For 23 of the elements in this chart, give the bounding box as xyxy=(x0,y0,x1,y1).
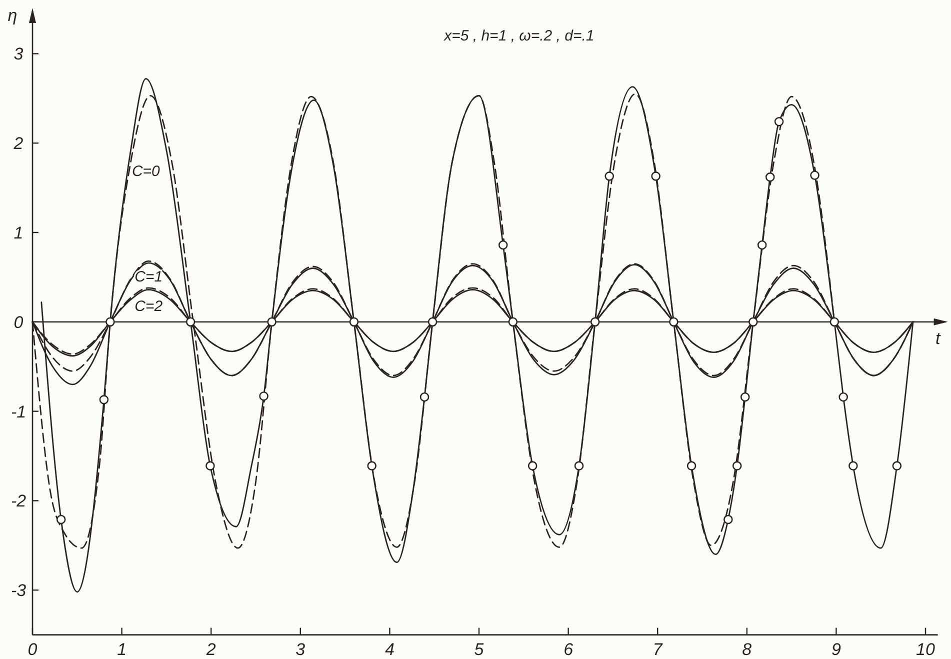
x-tick-label: 4 xyxy=(384,640,394,659)
y-tick-label: -3 xyxy=(10,581,27,600)
x-tick-label: 7 xyxy=(652,640,663,659)
series-label: C=1 xyxy=(134,268,163,286)
x-tick-label: 1 xyxy=(117,640,127,659)
y-tick-label: -1 xyxy=(10,402,26,422)
y-tick-label: 2 xyxy=(12,134,24,154)
y-tick-label: 3 xyxy=(14,44,24,64)
x-tick-label: 6 xyxy=(564,640,574,659)
y-axis-title: η xyxy=(8,6,18,25)
x-tick-label: 10 xyxy=(916,640,936,659)
x-tick-label: 2 xyxy=(205,640,216,659)
series-label: C=2 xyxy=(134,298,164,316)
x-axis-title: t xyxy=(935,328,942,348)
series-label: C=0 xyxy=(132,163,161,180)
x-tick-label: 3 xyxy=(296,640,306,659)
y-tick-label: -2 xyxy=(10,492,27,511)
y-tick-label: 1 xyxy=(14,223,24,242)
y-tick-label: 0 xyxy=(14,312,24,332)
x-tick-label: 8 xyxy=(742,640,752,659)
x-tick-label: 9 xyxy=(831,640,842,659)
text: x=5 , h=1 , ω=.2 , d=.1 xyxy=(443,27,594,44)
x-tick-label: 5 xyxy=(474,640,484,659)
